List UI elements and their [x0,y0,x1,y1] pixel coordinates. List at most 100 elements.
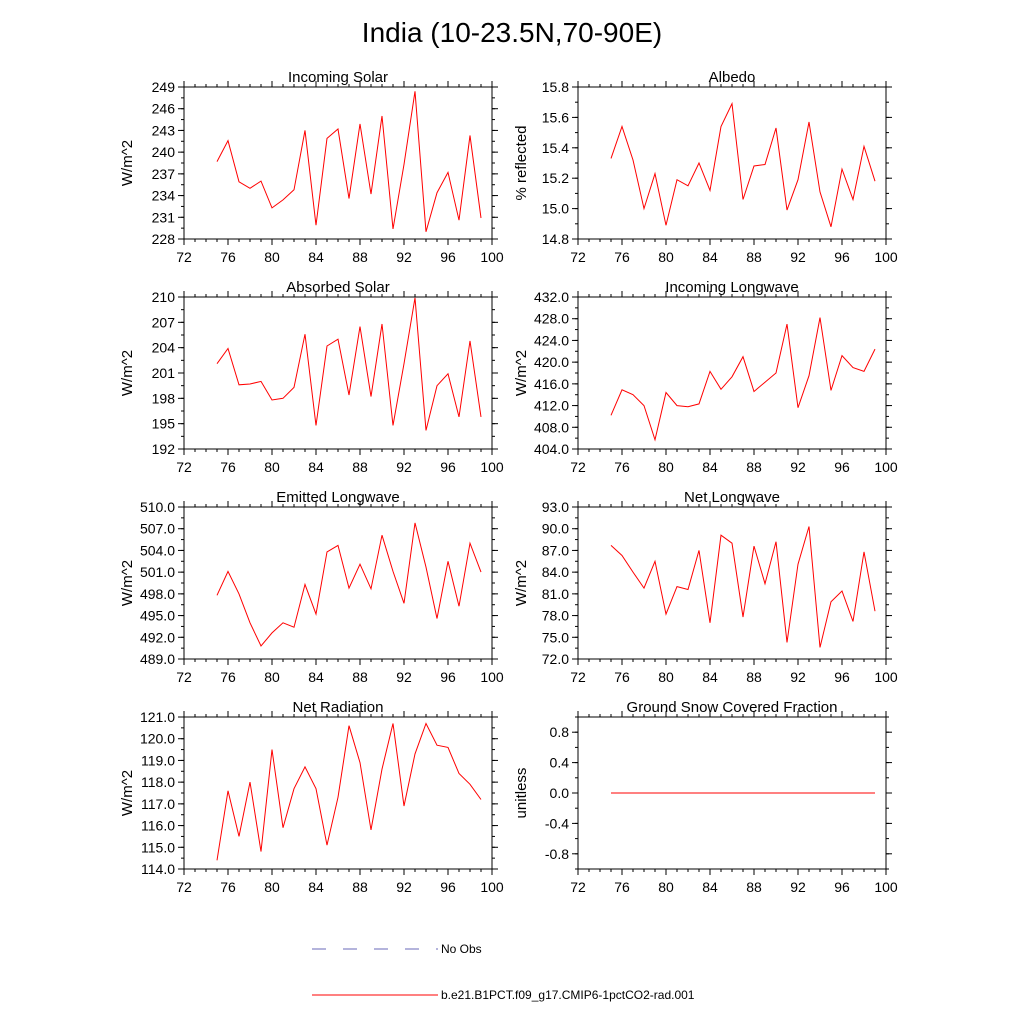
x-tick-label: 76 [614,459,630,475]
y-tick-label: 15.6 [542,109,569,125]
panel-incoming-longwave: Incoming Longwave W/m^2 72 76 80 84 88 92 96 100 4… [513,279,898,475]
x-tick-label: 72 [570,249,586,265]
legend: No Obs b.e21.B1PCT.f09_g17.CMIP6-1pctCO2… [312,942,695,1002]
x-tick-label: 72 [176,669,192,685]
y-axis-label: W/m^2 [513,560,530,606]
x-tick-label: 96 [440,669,456,685]
panel-title: Ground Snow Covered Fraction [627,699,838,716]
y-tick-label: 198 [152,390,176,406]
y-tick-label: 498.0 [140,586,175,602]
x-tick-label: 96 [440,879,456,895]
x-tick-label: 100 [874,669,898,685]
panel-title: Net Radiation [293,699,384,716]
x-tick-label: 100 [480,879,504,895]
figure-title: India (10-23.5N,70-90E) [362,17,662,48]
y-tick-label: 492.0 [140,629,175,645]
x-tick-label: 80 [658,249,674,265]
x-tick-label: 92 [396,459,412,475]
series-line-incoming-longwave-0 [610,317,876,442]
x-tick-label: 88 [746,669,762,685]
x-tick-label: 72 [176,249,192,265]
legend-label-no-obs: No Obs [441,942,482,956]
x-tick-label: 84 [308,249,324,265]
legend-label-model: b.e21.B1PCT.f09_g17.CMIP6-1pctCO2-rad.00… [441,988,695,1002]
x-tick-label: 96 [834,249,850,265]
x-tick-label: 80 [658,879,674,895]
panel-title: Net Longwave [684,489,780,506]
x-tick-label: 92 [396,669,412,685]
panel-title: Incoming Longwave [665,279,798,296]
x-tick-label: 80 [264,879,280,895]
x-tick-label: 88 [352,669,368,685]
plot-frame [577,86,887,240]
panel-title: Albedo [709,69,756,86]
x-tick-label: 80 [658,459,674,475]
series-line-net-longwave-0 [610,526,876,648]
y-tick-label: 228 [152,231,176,247]
panel-albedo: Albedo % reflected 72 76 80 84 88 92 96 100 14.8 15… [513,69,898,265]
y-tick-label: 0.0 [550,785,570,801]
y-tick-label: 87.0 [542,542,569,558]
x-tick-label: 88 [352,249,368,265]
y-tick-label: 501.0 [140,564,175,580]
x-tick-label: 100 [480,669,504,685]
y-tick-label: 489.0 [140,651,175,667]
y-tick-label: -0.4 [545,815,569,831]
panel-ground-snow-covered-fraction: Ground Snow Covered Fraction unitless 72 76… [513,699,898,895]
y-tick-label: 118.0 [141,774,175,790]
y-tick-label: 72.0 [542,651,569,667]
y-tick-label: 93.0 [542,499,569,515]
y-tick-label: 246 [152,101,176,117]
y-tick-label: 75.0 [542,629,569,645]
y-tick-label: 201 [152,365,176,381]
x-tick-label: 96 [834,879,850,895]
y-tick-label: 420.0 [534,354,569,370]
y-tick-label: 15.4 [542,140,569,156]
series-line-incoming-solar-0 [216,91,482,232]
y-tick-label: 0.4 [550,755,570,771]
panel-title: Absorbed Solar [286,279,389,296]
panel-net-radiation: Net Radiation W/m^2 72 76 80 84 88 92 96 100 114.0… [119,699,504,895]
y-tick-label: -0.8 [545,846,569,862]
x-tick-label: 92 [396,249,412,265]
y-tick-label: 195 [152,416,176,432]
y-axis-label: unitless [513,768,530,819]
y-tick-label: 0.8 [550,724,570,740]
y-tick-label: 121.0 [140,709,175,725]
y-tick-label: 115.0 [141,839,175,855]
y-axis-label: W/m^2 [119,560,136,606]
x-tick-label: 88 [746,249,762,265]
x-tick-label: 96 [834,669,850,685]
y-tick-label: 119.0 [141,752,175,768]
y-tick-label: 495.0 [140,608,175,624]
y-axis-label: W/m^2 [513,350,530,396]
y-tick-label: 504.0 [140,542,175,558]
series-line-albedo-0 [610,101,876,227]
y-tick-label: 90.0 [542,521,569,537]
y-tick-label: 507.0 [140,521,175,537]
y-axis-label: W/m^2 [119,350,136,396]
x-tick-label: 96 [440,249,456,265]
x-tick-label: 100 [874,459,898,475]
y-axis-label: W/m^2 [119,770,136,816]
x-tick-label: 84 [308,879,324,895]
y-tick-label: 243 [152,122,176,138]
panel-incoming-solar: Incoming Solar W/m^2 72 76 80 84 88 92 96 100 228 2… [119,69,504,265]
x-tick-label: 72 [570,879,586,895]
x-tick-label: 84 [702,669,718,685]
x-tick-label: 92 [790,879,806,895]
y-tick-label: 231 [152,209,176,225]
y-tick-label: 424.0 [534,332,569,348]
x-tick-label: 100 [480,459,504,475]
y-axis-label: % reflected [513,125,530,200]
y-tick-label: 204 [152,340,176,356]
x-tick-label: 80 [264,249,280,265]
x-tick-label: 76 [614,669,630,685]
panel-title: Incoming Solar [288,69,388,86]
y-tick-label: 15.8 [542,79,569,95]
y-tick-label: 416.0 [534,376,569,392]
plot-frame [183,296,493,450]
series-line-absorbed-solar-0 [216,297,482,431]
x-tick-label: 84 [308,459,324,475]
